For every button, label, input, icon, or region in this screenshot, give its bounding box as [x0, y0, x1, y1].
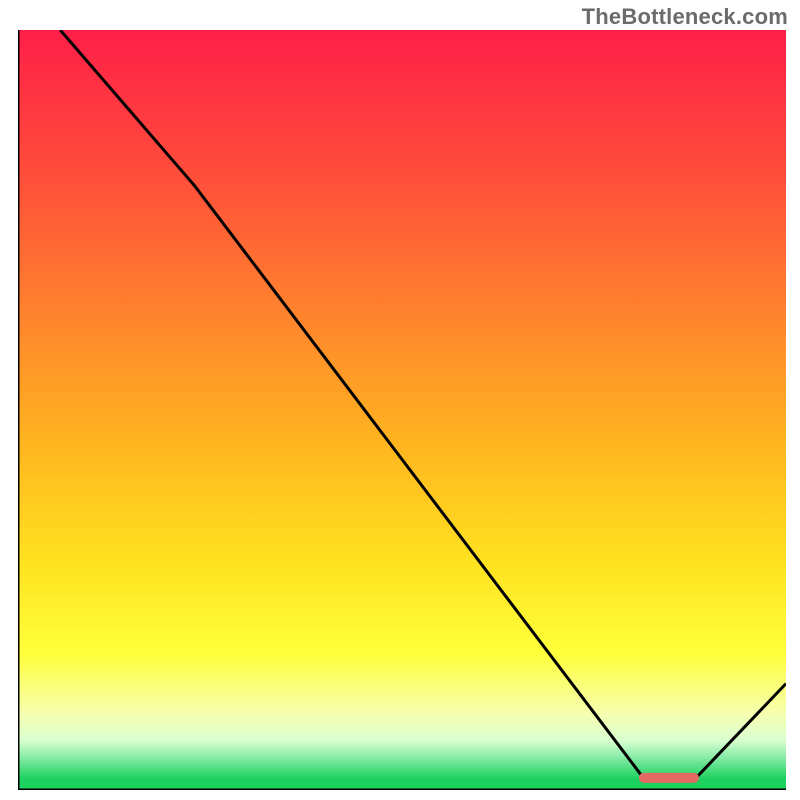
- watermark-text: TheBottleneck.com: [582, 4, 788, 30]
- plot-area: [18, 30, 786, 790]
- gradient-background: [18, 30, 786, 790]
- plot-svg: [18, 30, 786, 790]
- chart-canvas: TheBottleneck.com: [0, 0, 800, 800]
